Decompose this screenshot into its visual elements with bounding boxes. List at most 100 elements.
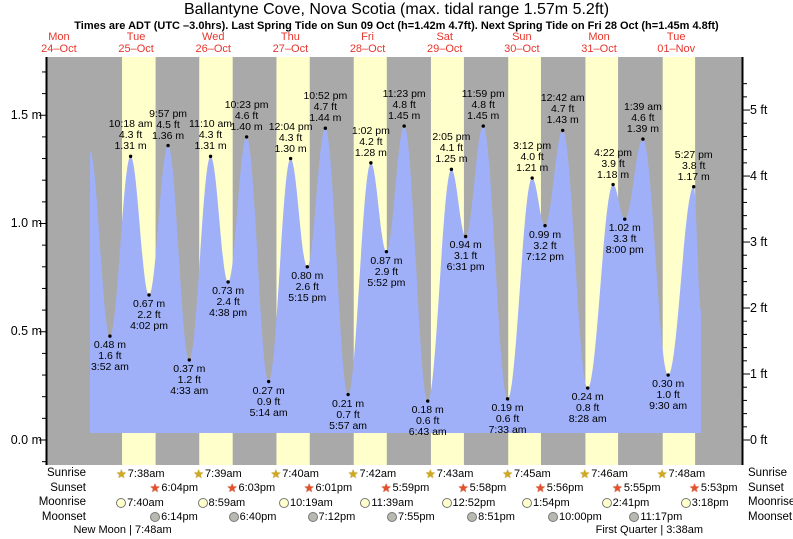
high-tide-label: 10:52 pm 4.7 ft 1.44 m: [303, 91, 347, 124]
day-label: Mon 31–Oct: [581, 31, 616, 55]
moonrise-time: 7:40am: [127, 496, 164, 509]
moon-phase-label: First Quarter | 3:38am: [595, 524, 703, 536]
row-label-sunrise-right: Sunrise: [748, 467, 787, 479]
tide-label-line: 6:43 am: [408, 426, 447, 439]
sunset-icon: ★: [380, 481, 392, 495]
moonset-entry: 6:40pm: [228, 511, 277, 524]
tide-extreme-dot: [543, 223, 547, 228]
day-name: Thu: [280, 31, 300, 43]
sunrise-entry: ★ 7:43am: [425, 467, 473, 480]
tide-label-line: 1.31 m: [114, 140, 147, 153]
sunset-entry: ★ 6:01pm: [304, 482, 352, 495]
low-tide-label: 0.19 m 0.6 ft 7:33 am: [489, 402, 527, 436]
sunrise-icon: ★: [424, 466, 436, 481]
tide-label-line: 11:10 am: [189, 118, 233, 131]
tide-label-line: 4.6 ft: [631, 112, 655, 125]
sunset-entry: ★ 5:56pm: [535, 482, 583, 495]
tide-extreme-dot: [244, 135, 249, 139]
high-tide-label: 3:12 pm 4.0 ft 1.21 m: [513, 141, 551, 174]
sunrise-entry: ★ 7:38am: [116, 467, 164, 480]
tide-label-line: 0.24 m: [571, 391, 604, 404]
tide-label-line: 1.18 m: [597, 168, 630, 181]
moon-phase-label: New Moon | 7:48am: [73, 524, 172, 536]
tide-label-line: 4.3 ft: [198, 129, 223, 142]
moonset-time: 8:51pm: [478, 511, 515, 523]
tide-label-line: 5:52 pm: [367, 276, 406, 289]
day-label: Mon 24–Oct: [41, 31, 76, 55]
tide-curve-area: [90, 126, 701, 433]
low-tide-label: 0.18 m 0.6 ft 6:43 am: [409, 405, 447, 438]
tide-extreme-dot: [108, 334, 112, 338]
sunrise-icon: ★: [116, 466, 127, 481]
tide-label-line: 12:42 am: [540, 92, 585, 105]
moonrise-entry: 7:40am: [116, 496, 164, 509]
sunrise-entry: ★ 7:46am: [579, 467, 627, 480]
high-tide-label: 10:23 pm 4.6 ft 1.40 m: [224, 98, 269, 133]
day-label: Sun 30–Oct: [504, 31, 539, 55]
sunset-icon: ★: [457, 481, 469, 495]
moonrise-entry: 8:59am: [197, 496, 245, 509]
tide-label-line: 10:23 pm: [224, 98, 269, 111]
tide-extreme-dot: [323, 126, 328, 130]
low-tide-label: 0.30 m 1.0 ft 9:30 am: [649, 379, 687, 412]
moonset-time: 7:55pm: [398, 511, 435, 523]
low-tide-label: 0.99 m 3.2 ft 7:12 pm: [526, 229, 564, 263]
moonrise-icon: [680, 497, 691, 508]
low-tide-label: 1.02 m 3.3 ft 8:00 pm: [606, 223, 644, 256]
tide-label-line: 0.67 m: [132, 297, 166, 310]
high-tide-label: 1:39 am 4.6 ft 1.39 m: [624, 102, 662, 135]
tide-extreme-dot: [585, 386, 590, 390]
sunset-entry: ★ 6:03pm: [227, 482, 275, 495]
tide-label-line: 4:02 pm: [130, 319, 169, 332]
sunrise-time: 7:38am: [127, 467, 165, 480]
day-label: Tue 01–Nov: [657, 31, 695, 55]
tide-label-line: 1.6 ft: [98, 350, 122, 363]
day-name: Wed: [202, 31, 225, 43]
tide-label-line: 0.8 ft: [575, 402, 600, 415]
tide-label-line: 11:59 pm: [461, 88, 505, 101]
tide-label-line: 1:39 am: [623, 101, 662, 114]
moonrise-entry: 2:41pm: [601, 496, 649, 509]
sunrise-time: 7:46am: [591, 467, 628, 480]
tide-label-line: 4.1 ft: [439, 142, 464, 155]
low-tide-label: 0.80 m 2.6 ft 5:15 pm: [288, 270, 326, 304]
sunrise-entry: ★ 7:39am: [193, 467, 241, 480]
sunrise-icon: ★: [656, 466, 668, 481]
tide-extreme-dot: [666, 373, 670, 377]
sunrise-entry: ★ 7:42am: [348, 467, 396, 480]
tide-label-line: 3:12 pm: [513, 140, 552, 153]
tide-label-line: 0.48 m: [93, 339, 126, 352]
tide-extreme-dot: [402, 124, 406, 128]
tide-label-line: 1.30 m: [274, 142, 307, 155]
tide-label-line: 6:31 pm: [446, 261, 485, 274]
tide-extreme-dot: [449, 167, 454, 172]
day-date: 28–Oct: [349, 42, 386, 55]
tide-label-line: 1.25 m: [435, 153, 468, 166]
moonrise-icon: [116, 497, 127, 508]
sunset-icon: ★: [226, 481, 238, 495]
moonrise-entry: 1:54pm: [521, 496, 570, 509]
sunrise-time: 7:42am: [359, 467, 397, 480]
tide-label-line: 0.94 m: [449, 239, 482, 252]
y-axis-label-m: 0.5 m: [10, 324, 42, 339]
tide-extreme-dot: [208, 154, 213, 159]
high-tide-label: 12:42 am 4.7 ft 1.43 m: [541, 93, 585, 126]
y-axis-label-m: 1.0 m: [10, 216, 42, 230]
tide-label-line: 1.31 m: [194, 140, 227, 153]
tide-extreme-dot: [288, 156, 293, 161]
tide-label-line: 2:05 pm: [432, 131, 471, 144]
high-tide-label: 11:23 pm 4.8 ft 1.45 m: [383, 89, 426, 122]
tide-label-line: 10:52 pm: [303, 90, 348, 103]
tide-label-line: 4.0 ft: [520, 151, 544, 164]
sunrise-time: 7:43am: [436, 467, 474, 480]
moonset-time: 6:40pm: [239, 511, 277, 523]
sunset-time: 5:59pm: [392, 482, 430, 494]
tide-label-line: 1.17 m: [677, 170, 710, 183]
tide-label-line: 3.3 ft: [613, 233, 637, 246]
tide-label-line: 1.21 m: [516, 162, 549, 175]
sunrise-time: 7:40am: [282, 467, 319, 480]
day-name: Fri: [361, 31, 374, 43]
chart-title: Ballantyne Cove, Nova Scotia (max. tidal…: [183, 1, 610, 18]
tide-extreme-dot: [481, 124, 485, 128]
y-axis-label-m: 1.5 m: [10, 107, 42, 122]
